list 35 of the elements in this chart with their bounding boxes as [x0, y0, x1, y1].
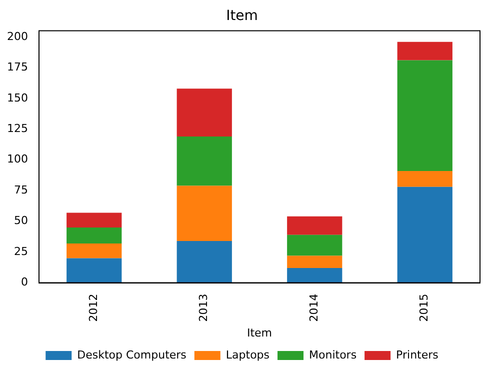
y-tick-label: 150: [6, 91, 28, 104]
x-tick-label: 2014: [307, 294, 320, 322]
bar: [397, 60, 452, 171]
y-tick-label: 75: [14, 183, 28, 196]
bar: [66, 243, 122, 258]
bar: [66, 227, 122, 244]
y-tick-label: 175: [6, 60, 28, 74]
bar: [176, 186, 232, 242]
y-tick-label: 100: [6, 152, 28, 166]
bar: [66, 258, 122, 283]
bar: [287, 256, 342, 268]
legend-label: Desktop Computers: [77, 348, 187, 362]
x-tick-label: 2012: [86, 294, 100, 322]
bar: [176, 88, 232, 137]
x-axis-title: Item: [246, 326, 272, 340]
bar: [287, 216, 342, 235]
x-tick-label: 2013: [197, 294, 210, 322]
y-tick-label: 0: [20, 276, 28, 289]
y-tick-label: 25: [14, 244, 28, 258]
bar: [176, 241, 232, 283]
bar: [287, 234, 342, 256]
legend-label: Printers: [396, 348, 439, 362]
legend-label: Laptops: [226, 348, 270, 362]
y-tick-label: 125: [6, 122, 28, 136]
y-tick-label: 200: [6, 30, 28, 43]
bar: [397, 186, 452, 283]
chart-title: Item: [226, 8, 258, 24]
bar: [397, 42, 452, 60]
bar: [176, 136, 232, 186]
bar: [397, 170, 452, 187]
y-tick-label: 50: [14, 214, 28, 228]
bar: [287, 268, 342, 283]
legend-label: Monitors: [309, 348, 357, 362]
x-tick-label: 2015: [418, 294, 431, 322]
bar: [66, 212, 122, 228]
